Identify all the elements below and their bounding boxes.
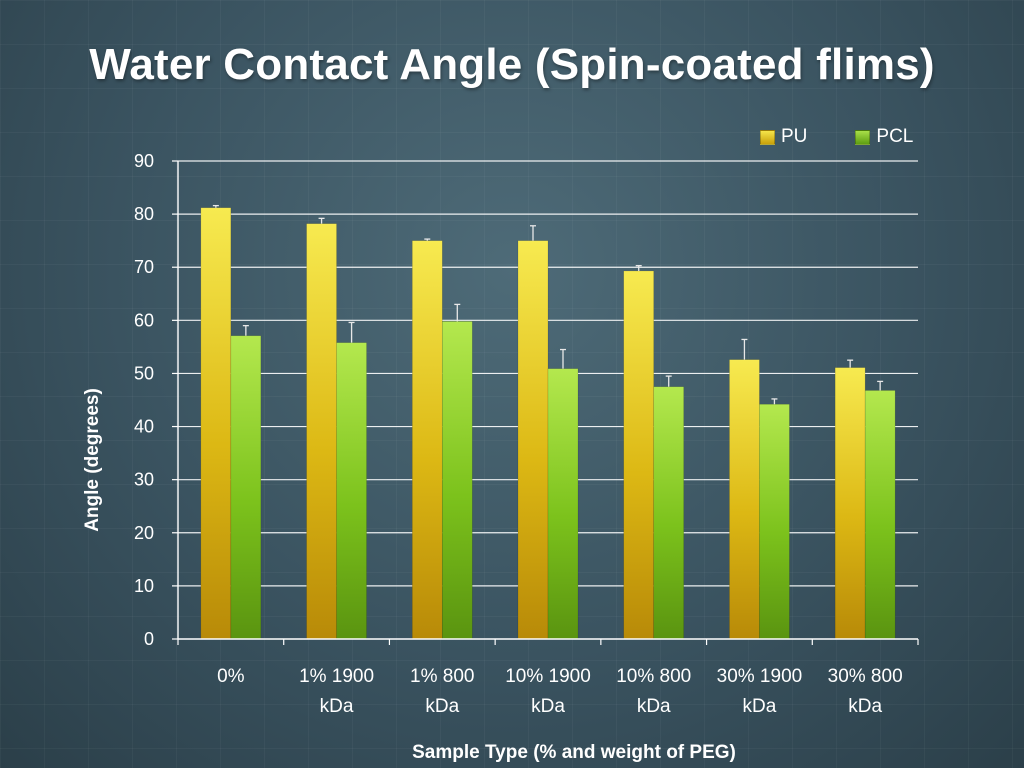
y-tick-label: 80 <box>134 204 154 224</box>
bars <box>200 207 896 640</box>
y-tick-label: 0 <box>144 629 154 649</box>
bar-pu <box>623 270 655 640</box>
y-tick-label: 50 <box>134 363 154 383</box>
x-tick-label: kDa <box>320 696 354 717</box>
y-tick-label: 70 <box>134 257 154 277</box>
bar-pcl <box>759 403 790 640</box>
bar-pcl <box>336 342 367 640</box>
x-tick-label: 10% 800 <box>616 666 691 687</box>
bar-pcl <box>441 321 473 640</box>
error-bars <box>212 204 884 405</box>
x-tick-label: kDa <box>425 696 459 717</box>
bar-pcl <box>653 386 685 640</box>
axes <box>172 160 919 645</box>
x-tick-label: 30% 1900 <box>717 666 803 687</box>
bar-pu <box>729 359 760 640</box>
y-tick-label: 90 <box>134 151 154 171</box>
legend-label-pcl: PCL <box>876 126 914 147</box>
legend-label-pu: PU <box>781 126 808 147</box>
x-tick-label: kDa <box>848 696 882 717</box>
y-tick-label: 30 <box>134 470 154 490</box>
bar-pu <box>834 367 866 640</box>
x-tick-label: kDa <box>637 696 671 717</box>
y-tick-label: 40 <box>134 417 154 437</box>
x-tick-label: 0% <box>217 666 245 687</box>
legend-item-pu: PU <box>760 126 807 148</box>
legend-swatch-pcl <box>855 129 871 145</box>
legend: PU PCL <box>760 126 913 148</box>
bar-pcl <box>864 390 896 640</box>
x-tick-label: 10% 1900 <box>505 666 591 687</box>
bar-pcl <box>547 368 579 640</box>
chart-title: Water Contact Angle (Spin-coated flims) <box>89 40 935 89</box>
y-tick-label: 10 <box>134 576 154 596</box>
x-tick-label: kDa <box>531 696 565 717</box>
bar-pcl <box>230 335 262 640</box>
x-tick-label: kDa <box>743 696 777 717</box>
legend-item-pcl: PCL <box>855 126 913 148</box>
x-tick-label: 30% 800 <box>828 666 903 687</box>
legend-swatch-pu <box>760 129 775 145</box>
y-axis-title: Angle (degrees) <box>82 388 103 532</box>
bar-pu <box>517 240 549 640</box>
y-tick-label: 20 <box>134 523 154 543</box>
bar-pu <box>200 207 232 640</box>
x-axis-title: Sample Type (% and weight of PEG) <box>412 742 736 763</box>
y-tick-label: 60 <box>134 310 154 330</box>
x-tick-label: 1% 800 <box>410 666 474 687</box>
axis-labels: 0 10 20 30 40 50 60 70 80 90 0% 1% 1900 kDa 1% 800 kDa… <box>82 151 903 763</box>
x-tick-label: 1% 1900 <box>299 666 374 687</box>
bar-pu <box>306 223 337 640</box>
bar-pu <box>411 240 443 640</box>
